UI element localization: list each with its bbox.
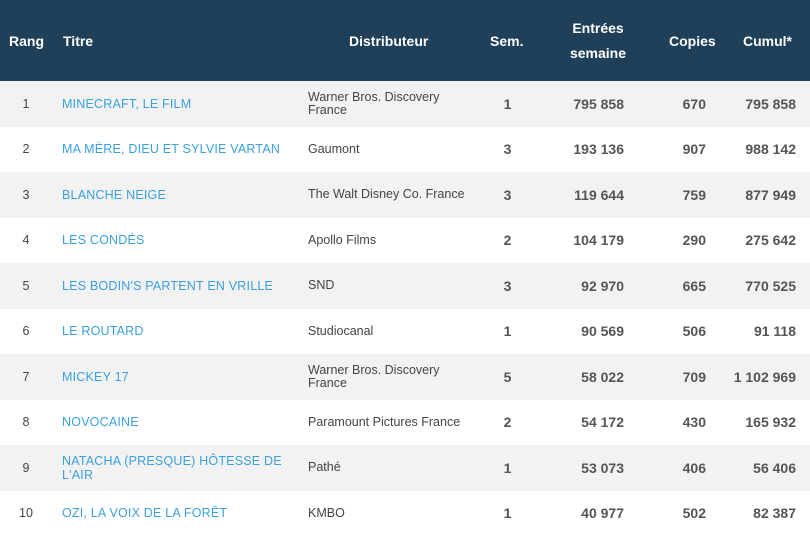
distributor-cell: Pathé (308, 460, 341, 475)
weeks-cell: 1 (503, 459, 512, 476)
weeks-cell: 3 (503, 277, 512, 294)
copies-cell: 670 (682, 95, 706, 112)
weeks-cell: 5 (503, 368, 512, 385)
film-title-link[interactable]: NOVOCAINE (62, 415, 139, 430)
cumulative-cell: 82 387 (753, 505, 796, 522)
distributor-cell: Warner Bros. Discovery France (308, 362, 440, 390)
weeks-cell: 3 (503, 186, 512, 203)
column-header-entrees-line1: Entrées (572, 19, 624, 36)
film-title-link[interactable]: LES BODIN'S PARTENT EN VRILLE (62, 278, 274, 293)
cumulative-cell: 165 932 (745, 414, 796, 431)
copies-cell: 665 (682, 277, 706, 294)
weekly-admissions-cell: 54 172 (581, 414, 624, 431)
distributor-cell: Paramount Pictures France (308, 414, 461, 429)
table-row: 3 BLANCHE NEIGE The Walt Disney Co. France… (0, 172, 810, 218)
weekly-admissions-cell: 58 022 (581, 368, 624, 385)
copies-cell: 290 (682, 232, 706, 249)
film-title-link[interactable]: LE ROUTARD (62, 324, 144, 339)
copies-cell: 759 (682, 186, 706, 203)
distributor-cell: Apollo Films (308, 232, 377, 247)
weekly-admissions-cell: 193 136 (573, 141, 624, 158)
distributor-cell: The Walt Disney Co. France (308, 187, 465, 202)
cumulative-cell: 275 642 (745, 232, 796, 249)
cumulative-cell: 56 406 (753, 459, 796, 476)
column-header-distributeur[interactable]: Distributeur (349, 32, 429, 49)
cumulative-cell: 91 118 (753, 323, 796, 340)
distributor-cell: KMBO (308, 505, 345, 520)
weekly-admissions-cell: 119 644 (574, 186, 624, 203)
rank-cell: 1 (22, 96, 30, 111)
weeks-cell: 3 (503, 141, 512, 158)
distributor-cell: Gaumont (308, 141, 360, 156)
rank-cell: 10 (19, 506, 33, 521)
rank-cell: 3 (22, 187, 30, 202)
weekly-admissions-cell: 53 073 (581, 459, 624, 476)
film-title-link[interactable]: MINECRAFT, LE FILM (62, 96, 192, 111)
weekly-admissions-cell: 795 858 (573, 95, 624, 112)
cumulative-cell: 770 525 (745, 277, 796, 294)
column-header-entrees[interactable]: Entrées semaine (566, 0, 630, 81)
rank-cell: 6 (22, 324, 30, 339)
weekly-admissions-cell: 92 970 (581, 277, 624, 294)
column-header-sem[interactable]: Sem. (490, 32, 524, 49)
rank-cell: 5 (22, 278, 30, 293)
table-body: 1 MINECRAFT, LE FILM Warner Bros. Discover… (0, 81, 810, 536)
table-row: 10 OZI, LA VOIX DE LA FORÊT KMBO 1 40 977 502… (0, 490, 810, 536)
weeks-cell: 2 (503, 232, 512, 249)
weekly-admissions-cell: 40 977 (581, 505, 624, 522)
rank-cell: 7 (22, 369, 30, 384)
table-row: 1 MINECRAFT, LE FILM Warner Bros. Discover… (0, 81, 810, 127)
table-row: 4 LES CONDÉS Apollo Films 2 104 179 290 275 64… (0, 217, 810, 263)
weeks-cell: 2 (503, 414, 512, 431)
column-header-copies[interactable]: Copies (669, 32, 716, 49)
column-header-cumul[interactable]: Cumul* (743, 32, 792, 49)
distributor-cell: Warner Bros. Discovery France (308, 89, 440, 117)
weeks-cell: 1 (503, 323, 512, 340)
table-row: 9 NATACHA (PRESQUE) HÔTESSE DE L'AIR Pathé… (0, 445, 810, 491)
film-title-link[interactable]: LES CONDÉS (62, 233, 145, 248)
rank-cell: 9 (22, 460, 30, 475)
copies-cell: 502 (682, 505, 706, 522)
copies-cell: 430 (682, 414, 706, 431)
weeks-cell: 1 (503, 95, 512, 112)
cumulative-cell: 988 142 (745, 141, 796, 158)
table-row: 8 NOVOCAINE Paramount Pictures France 2 54 1… (0, 399, 810, 445)
copies-cell: 506 (682, 323, 706, 340)
column-header-titre[interactable]: Titre (63, 32, 94, 49)
table-row: 5 LES BODIN'S PARTENT EN VRILLE SND 3 92 970… (0, 263, 810, 309)
film-title-link[interactable]: BLANCHE NEIGE (62, 187, 167, 202)
film-title-link[interactable]: MICKEY 17 (62, 369, 129, 384)
film-title-link[interactable]: OZI, LA VOIX DE LA FORÊT (62, 506, 228, 521)
copies-cell: 406 (682, 459, 706, 476)
cumulative-cell: 877 949 (745, 186, 796, 203)
film-title-link[interactable]: NATACHA (PRESQUE) HÔTESSE DE L'AIR (62, 453, 282, 482)
table-row: 7 MICKEY 17 Warner Bros. Discovery France 5… (0, 354, 810, 400)
weeks-cell: 1 (503, 505, 512, 522)
film-title-link[interactable]: MA MÈRE, DIEU ET SYLVIE VARTAN (62, 142, 281, 157)
table-header: Rang Titre Distributeur Sem. Entrées sem… (0, 0, 810, 81)
weekly-admissions-cell: 90 569 (581, 323, 624, 340)
distributor-cell: Studiocanal (308, 323, 374, 338)
table-row: 2 MA MÈRE, DIEU ET SYLVIE VARTAN Gaumont 3 1… (0, 126, 810, 172)
rank-cell: 4 (22, 233, 30, 248)
column-header-entrees-line2: semaine (569, 44, 627, 61)
cumulative-cell: 1 102 969 (733, 368, 796, 385)
cumulative-cell: 795 858 (745, 95, 796, 112)
rank-cell: 8 (22, 415, 30, 430)
rank-cell: 2 (22, 142, 30, 157)
copies-cell: 907 (682, 141, 706, 158)
table-row: 6 LE ROUTARD Studiocanal 1 90 569 506 91 118 (0, 308, 810, 354)
weekly-admissions-cell: 104 179 (573, 232, 624, 249)
column-header-rang[interactable]: Rang (9, 32, 44, 49)
distributor-cell: SND (308, 278, 335, 293)
copies-cell: 709 (682, 368, 706, 385)
